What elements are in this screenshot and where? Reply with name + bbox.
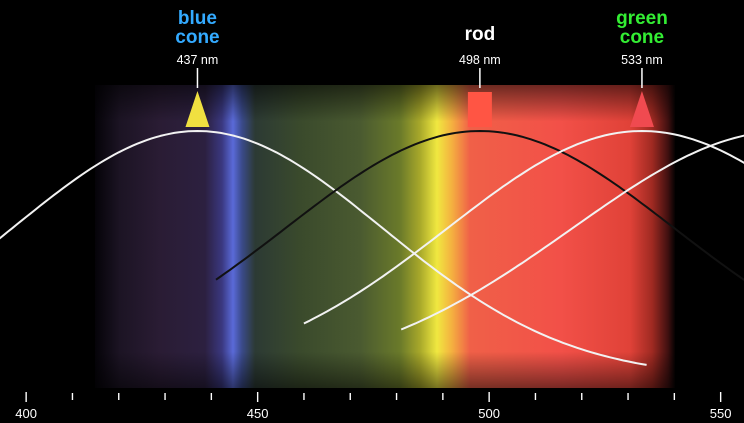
green-cone-triangle-marker	[629, 91, 654, 127]
spectrum-shading	[95, 85, 675, 388]
x-tick-label: 500	[478, 406, 500, 421]
green-cone-name-label: green	[616, 8, 668, 29]
x-tick-label: 400	[15, 406, 37, 421]
green-cone-peak-label: 533 nm	[621, 53, 663, 67]
blue-cone-peak-label: 437 nm	[177, 53, 219, 67]
blue-cone-curve	[0, 130, 647, 366]
green-cone-curve	[303, 130, 744, 325]
x-tick-label: 550	[710, 406, 732, 421]
green-cone-name-label: cone	[620, 27, 664, 48]
wavelength-axis: 400450500550600650700	[15, 392, 732, 421]
rod-name-label: rod	[465, 24, 496, 45]
x-tick-label: 450	[247, 406, 269, 421]
rod-square-marker	[467, 92, 492, 127]
sensitivity-curves	[0, 130, 744, 366]
blue-cone-name-label: blue	[178, 8, 217, 29]
red-cone-curve	[400, 134, 744, 331]
peak-markers	[185, 91, 654, 127]
blue-cone-triangle-marker	[185, 91, 210, 127]
blue-cone-name-label: cone	[175, 27, 219, 48]
rod-peak-label: 498 nm	[459, 53, 501, 67]
rod-curve	[215, 130, 744, 282]
